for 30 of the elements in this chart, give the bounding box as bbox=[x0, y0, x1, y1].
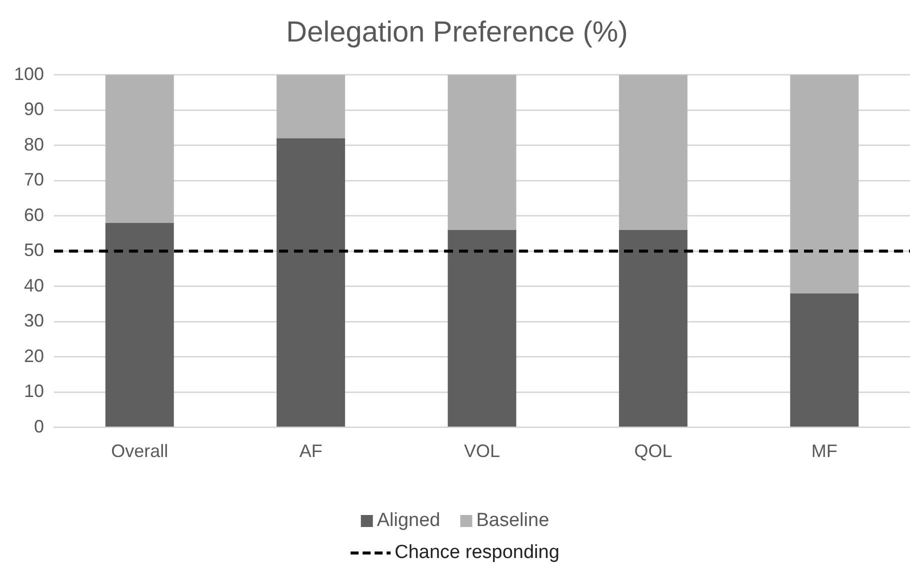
bar bbox=[105, 74, 174, 223]
y-tick-label: 90 bbox=[24, 99, 44, 120]
y-tick-label: 50 bbox=[24, 240, 44, 260]
bar bbox=[105, 222, 174, 427]
y-tick-label: 40 bbox=[24, 275, 44, 296]
bar bbox=[618, 230, 688, 427]
bar bbox=[448, 230, 516, 427]
legend-label: Baseline bbox=[476, 510, 550, 532]
bar bbox=[448, 74, 516, 230]
x-tick-label: MF bbox=[811, 441, 838, 462]
bar bbox=[790, 293, 859, 427]
y-tick-label: 70 bbox=[24, 170, 44, 190]
y-tick-label: 100 bbox=[14, 64, 44, 84]
x-tick-label: AF bbox=[299, 441, 322, 462]
bar bbox=[276, 74, 346, 138]
bar bbox=[790, 74, 859, 294]
legend-label: Aligned bbox=[376, 510, 440, 532]
x-tick-label: Overall bbox=[111, 441, 168, 462]
chart-title: Delegation Preference (%) bbox=[286, 16, 628, 48]
bar bbox=[276, 138, 346, 427]
y-tick-label: 30 bbox=[24, 310, 44, 331]
y-tick-label: 60 bbox=[24, 204, 44, 225]
legend-label: Chance responding bbox=[394, 542, 560, 564]
x-tick-label: VOL bbox=[464, 441, 500, 462]
bar bbox=[618, 74, 688, 230]
y-tick-label: 0 bbox=[34, 416, 44, 436]
y-tick-label: 10 bbox=[24, 381, 44, 402]
y-tick-label: 20 bbox=[24, 346, 44, 366]
y-tick-label: 80 bbox=[24, 134, 44, 154]
x-tick-label: QOL bbox=[634, 441, 672, 462]
